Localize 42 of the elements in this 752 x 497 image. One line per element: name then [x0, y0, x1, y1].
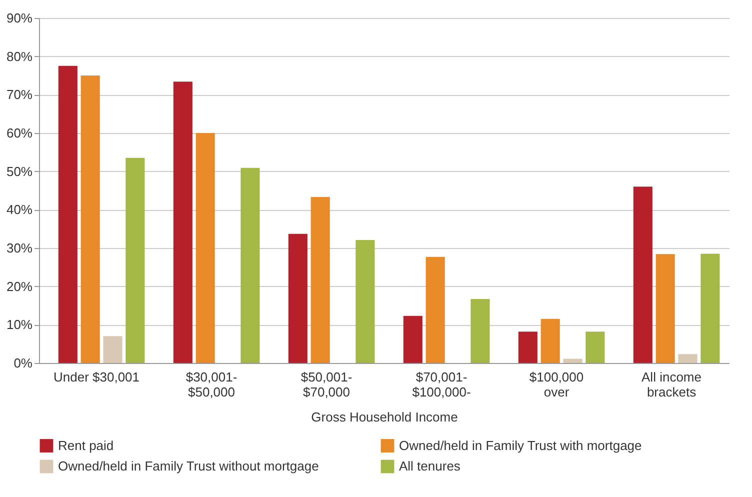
bar [678, 354, 698, 363]
bar [310, 197, 330, 363]
y-tick-label: 40% [6, 202, 33, 218]
bar [126, 158, 145, 363]
y-tick-label: 0% [14, 356, 33, 370]
y-tick-label: 30% [6, 240, 33, 256]
x-tick-label: Under $30,001 [53, 370, 140, 384]
bar [540, 318, 560, 363]
bar [80, 76, 100, 363]
y-tick-label: 80% [6, 48, 33, 64]
bar [288, 234, 308, 363]
legend-label: All tenures [399, 458, 461, 474]
x-tick-label: $30,001- $50,000 [186, 370, 238, 400]
bar [356, 240, 375, 363]
bar [633, 186, 652, 363]
legend-label: Rent paid [58, 438, 114, 453]
x-tick-label: $70,001- $100,000- [412, 370, 471, 400]
bar [563, 358, 582, 363]
bar [470, 298, 490, 363]
bar [58, 66, 78, 363]
bar [403, 316, 422, 363]
x-tick-label: $100,000 over [529, 370, 584, 400]
bar [173, 82, 192, 363]
bar [426, 256, 445, 363]
y-tick-label: 50% [6, 164, 33, 179]
y-tick-label: 20% [6, 278, 33, 294]
bar [518, 332, 538, 363]
bar [196, 133, 215, 363]
y-tick-label: 10% [6, 317, 33, 332]
legend-label: Owned/held in Family Trust without mortgage [58, 458, 319, 474]
bar [656, 254, 675, 363]
y-tick-label: 90% [6, 10, 33, 26]
bar [700, 254, 720, 363]
y-tick-label: 60% [6, 126, 33, 140]
bar [240, 168, 260, 363]
bar [586, 332, 605, 363]
y-tick-label: 70% [6, 87, 33, 102]
bar [103, 336, 122, 363]
x-axis-title: Gross Household Income [311, 410, 458, 424]
legend-label: Owned/held in Family Trust with mortgage [399, 438, 642, 453]
x-tick-label: All income brackets [642, 370, 702, 400]
x-tick-label: $50,001- $70,000 [300, 370, 352, 400]
